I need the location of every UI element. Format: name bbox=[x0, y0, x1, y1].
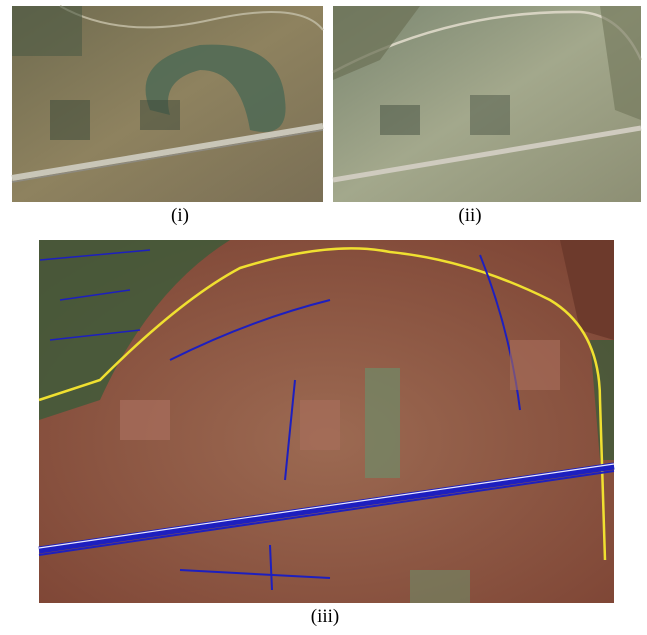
image-i bbox=[12, 6, 323, 202]
page: (i) (ii) (iii) (() => { const data = JSO… bbox=[0, 0, 647, 635]
caption: (i) bbox=[171, 205, 189, 227]
caption: (iii) bbox=[311, 606, 340, 628]
figure bbox=[0, 0, 647, 635]
caption: (ii) bbox=[458, 205, 481, 227]
image-ii bbox=[333, 6, 641, 202]
image-iii bbox=[39, 240, 614, 603]
